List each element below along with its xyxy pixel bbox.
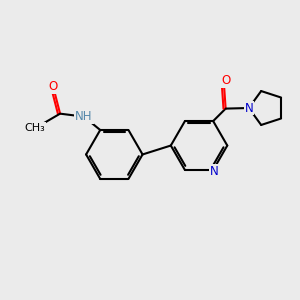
Text: O: O: [221, 74, 230, 87]
Text: O: O: [49, 80, 58, 93]
Text: NH: NH: [75, 110, 93, 123]
Text: CH₃: CH₃: [25, 123, 46, 133]
Text: N: N: [244, 101, 253, 115]
Text: N: N: [210, 165, 219, 178]
